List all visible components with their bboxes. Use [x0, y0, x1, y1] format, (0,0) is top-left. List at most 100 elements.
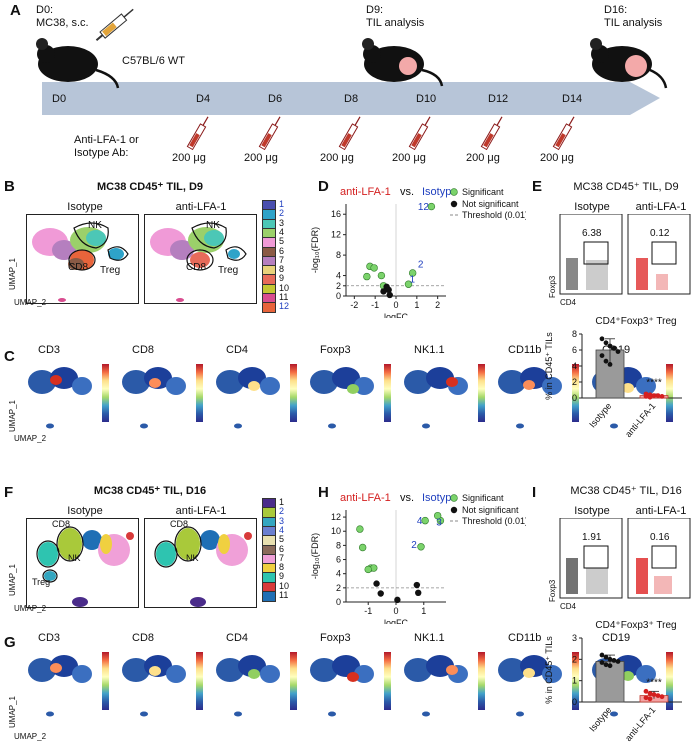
cluster-label: 8 [279, 562, 285, 573]
data-point [603, 358, 609, 364]
cluster-label: 10 [279, 282, 290, 293]
data-point [643, 394, 649, 399]
umap-blob [234, 423, 242, 429]
y-tick-label: 3 [572, 633, 577, 643]
day-label: D0 [52, 93, 67, 105]
colorbar [384, 652, 391, 710]
cd4-axis-i: CD4 [560, 602, 577, 611]
point-not-significant [377, 590, 384, 597]
data-point [659, 394, 665, 399]
treg-bar-chart-d9: 0 2 4 6 8 % in CD45⁺ TILs Isotype anti-LFA-1 ***… [544, 329, 682, 439]
day-label: D14 [562, 93, 583, 105]
marker-label: CD3 [38, 344, 61, 356]
legend-threshold-label: Threshold (0.01) [462, 210, 526, 220]
cluster-label: 4 [279, 226, 285, 237]
point-significant [408, 269, 417, 277]
point-label: 2 [418, 259, 424, 270]
cluster-label: 7 [279, 552, 285, 563]
marker-umap [122, 367, 186, 429]
umap-blobs-antilfa1-d16 [154, 526, 252, 607]
colorbar [666, 364, 673, 422]
data-point [607, 343, 613, 349]
point-label: 2 [411, 540, 417, 551]
point-not-significant [380, 288, 387, 295]
cluster-legend-d9: 1 2 3 4 5 6 7 8 9 10 11 12 [262, 199, 302, 314]
day-label: D6 [268, 93, 283, 105]
treatment-label-line2: Isotype Ab: [74, 147, 129, 159]
data-point [615, 349, 621, 354]
umap-blob [122, 658, 150, 682]
panel-letter-d: D [318, 178, 329, 195]
umap-blobs-isotype-d16 [36, 526, 134, 607]
d16-label: D16: [604, 4, 628, 16]
data-point [647, 691, 653, 696]
umap1-axis-c: UMAP_1 [8, 399, 17, 432]
nk-label-anti: NK [206, 220, 220, 231]
umap-hotspot [347, 672, 359, 682]
foxp3-axis-i: Foxp3 [548, 579, 557, 602]
foxp3-axis-e: Foxp3 [548, 275, 557, 298]
y-tick-label: 2 [336, 583, 341, 593]
umap-blob [332, 655, 360, 677]
panel-i-left-label: Isotype [574, 505, 610, 517]
data-point [611, 658, 617, 663]
umap-hotspot [248, 669, 260, 679]
data-point [643, 688, 649, 694]
x-tick-label: -1 [364, 606, 372, 616]
umap2-axis-c: UMAP_2 [14, 434, 47, 443]
flow-plots-d9 [559, 214, 691, 295]
umap-hotspot [149, 378, 161, 388]
cluster-label: 5 [279, 534, 285, 545]
category-label: Isotype [587, 705, 613, 734]
umap-blob [636, 377, 656, 395]
data-point [651, 393, 657, 398]
umap-blob [140, 711, 148, 717]
day-label: D12 [488, 93, 509, 105]
nk-label-f-iso: NK [68, 553, 81, 563]
umap-hotspot [50, 375, 62, 385]
y-tick-label: 10 [331, 526, 341, 536]
flow-value-iso-d9: 6.38 [582, 228, 602, 239]
umap-blob [610, 711, 618, 717]
flow-value-iso-d16: 1.91 [582, 532, 602, 543]
y-tick-label: 1 [572, 676, 577, 686]
data-point [607, 656, 613, 662]
umap-blob [354, 377, 374, 395]
d16-sub: TIL analysis [604, 17, 663, 29]
panel-d-anti-label: anti-LFA-1 [340, 186, 391, 198]
point-not-significant [394, 596, 401, 604]
colorbar [102, 364, 109, 422]
panel-letter-h: H [318, 484, 329, 501]
umap-blob [216, 658, 244, 682]
umap-clusters-d9 [32, 222, 247, 302]
y-tick-label: 0 [572, 393, 577, 403]
cd8-label-iso: CD8 [68, 262, 89, 273]
cluster-label: 3 [279, 217, 285, 228]
volcano-plot-d16: 0 2 4 6 8 10 12 -1 0 1 logFC -log₁₀(FDR) 4 3 2 Signific… [310, 493, 526, 624]
syringe-icon-d10 [408, 116, 431, 151]
marker-label: Foxp3 [320, 632, 351, 644]
umap-hotspot [149, 666, 161, 676]
marker-label: CD11b [508, 632, 542, 644]
cd8-label-anti: CD8 [186, 262, 207, 273]
umap-blob [260, 377, 280, 395]
marker-umap [28, 367, 92, 429]
panel-e-title: MC38 CD45⁺ TIL, D9 [573, 181, 679, 193]
y-tick-label: 0 [336, 291, 341, 301]
data-point [599, 353, 605, 358]
cluster-label: 4 [279, 524, 285, 535]
umap2-axis-g: UMAP_2 [14, 732, 47, 741]
umap-clusters-d16 [36, 526, 252, 607]
marker-label: CD4 [226, 344, 249, 356]
point-not-significant [413, 581, 421, 589]
cluster-swatch [262, 591, 276, 602]
marker-label: NK1.1 [414, 344, 445, 356]
x-tick-label: 0 [393, 606, 398, 616]
umap-hotspot [446, 377, 458, 387]
colorbar [384, 364, 391, 422]
strain-label: C57BL/6 WT [122, 55, 185, 67]
marker-label: CD8 [132, 632, 155, 644]
point-label: 4 [417, 516, 423, 527]
syringe-icon-d12 [480, 116, 503, 151]
